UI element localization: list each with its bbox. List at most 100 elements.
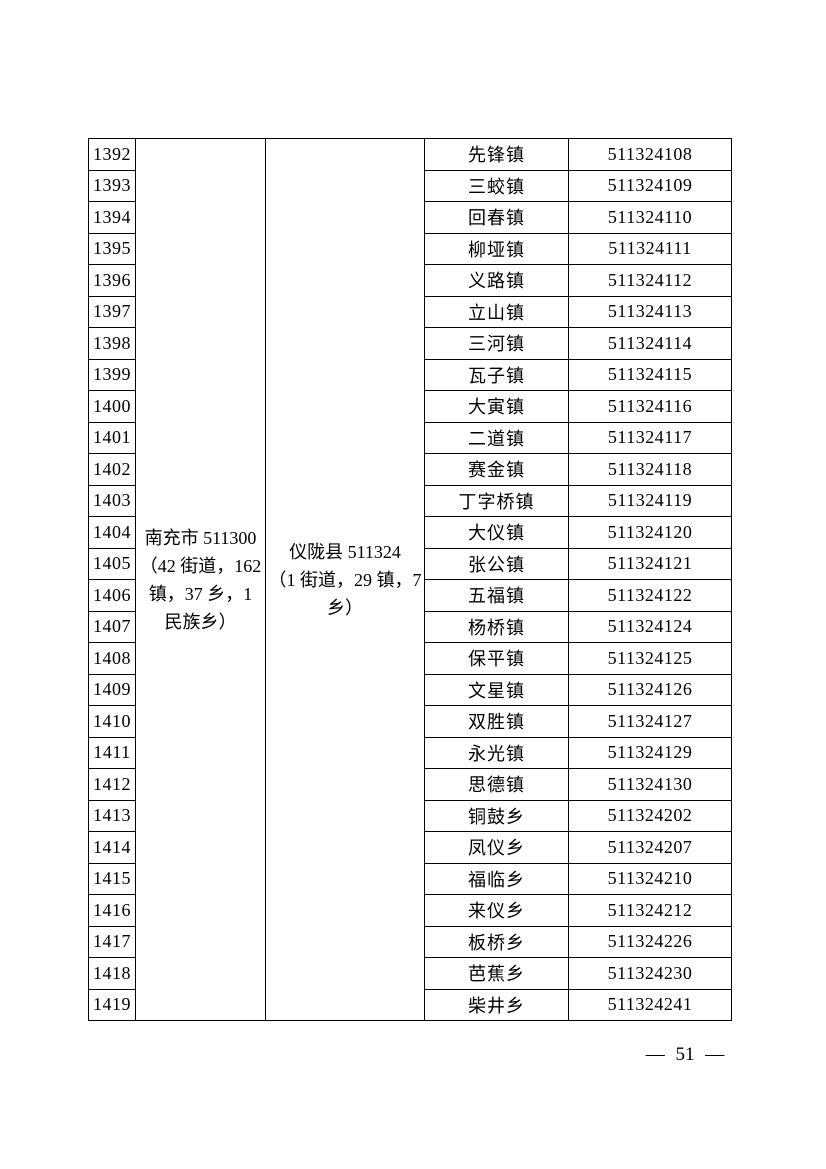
table-row: 1416 来仪乡 511324212	[88, 894, 732, 927]
row-index: 1410	[88, 705, 136, 738]
row-index: 1408	[88, 642, 136, 675]
town-name: 先锋镇	[424, 138, 569, 171]
division-code: 511324119	[568, 484, 732, 517]
table-row: 1397 立山镇 511324113	[88, 295, 732, 328]
division-code: 511324241	[568, 988, 732, 1021]
table-row: 1419 柴井乡 511324241	[88, 988, 732, 1021]
division-code: 511324112	[568, 264, 732, 297]
page-number: — 51 —	[645, 1044, 725, 1065]
town-name: 丁字桥镇	[424, 484, 569, 517]
town-name: 立山镇	[424, 295, 569, 328]
row-index: 1405	[88, 547, 136, 580]
row-index: 1395	[88, 232, 136, 265]
town-name: 铜鼓乡	[424, 799, 569, 832]
table-row: 1395 柳垭镇 511324111	[88, 232, 732, 265]
table-row: 1418 芭蕉乡 511324230	[88, 957, 732, 990]
table-row: 1408 保平镇 511324125	[88, 642, 732, 675]
division-code: 511324212	[568, 894, 732, 927]
town-name: 三河镇	[424, 327, 569, 360]
division-code: 511324118	[568, 453, 732, 486]
town-name: 三蛟镇	[424, 169, 569, 202]
row-index: 1411	[88, 736, 136, 769]
table-row: 1398 三河镇 511324114	[88, 327, 732, 360]
table-row: 1403 丁字桥镇 511324119	[88, 484, 732, 517]
town-name: 保平镇	[424, 642, 569, 675]
table-row: 1396 义路镇 511324112	[88, 264, 732, 297]
row-index: 1406	[88, 579, 136, 612]
town-name: 文星镇	[424, 673, 569, 706]
division-code: 511324122	[568, 579, 732, 612]
row-index: 1418	[88, 957, 136, 990]
table-row: 1409 文星镇 511324126	[88, 673, 732, 706]
town-name: 福临乡	[424, 862, 569, 895]
town-name: 张公镇	[424, 547, 569, 580]
row-index: 1394	[88, 201, 136, 234]
row-index: 1404	[88, 516, 136, 549]
row-index: 1403	[88, 484, 136, 517]
town-name: 杨桥镇	[424, 610, 569, 643]
division-code: 511324110	[568, 201, 732, 234]
division-code: 511324124	[568, 610, 732, 643]
division-code: 511324226	[568, 925, 732, 958]
division-code: 511324109	[568, 169, 732, 202]
division-code: 511324130	[568, 768, 732, 801]
county-merged-cell: 仪陇县 511324 （1 街道，29 镇，7 乡）	[265, 138, 425, 1021]
town-name: 五福镇	[424, 579, 569, 612]
table-row: 1394 回春镇 511324110	[88, 201, 732, 234]
row-index: 1393	[88, 169, 136, 202]
table-row: 1399 瓦子镇 511324115	[88, 358, 732, 391]
row-index: 1401	[88, 421, 136, 454]
division-code: 511324230	[568, 957, 732, 990]
town-name: 义路镇	[424, 264, 569, 297]
division-code: 511324207	[568, 831, 732, 864]
row-index: 1415	[88, 862, 136, 895]
table-row: 1393 三蛟镇 511324109	[88, 169, 732, 202]
division-code: 511324117	[568, 421, 732, 454]
division-code: 511324202	[568, 799, 732, 832]
division-code: 511324115	[568, 358, 732, 391]
town-name: 赛金镇	[424, 453, 569, 486]
town-name: 板桥乡	[424, 925, 569, 958]
division-code: 511324108	[568, 138, 732, 171]
town-name: 思德镇	[424, 768, 569, 801]
table-row: 1407 杨桥镇 511324124	[88, 610, 732, 643]
row-index: 1402	[88, 453, 136, 486]
city-merged-cell: 南充市 511300 （42 街道，162 镇，37 乡，1 民族乡）	[135, 138, 266, 1021]
row-index: 1407	[88, 610, 136, 643]
town-name: 大寅镇	[424, 390, 569, 423]
table-row: 1400 大寅镇 511324116	[88, 390, 732, 423]
row-index: 1414	[88, 831, 136, 864]
division-code: 511324127	[568, 705, 732, 738]
row-index: 1392	[88, 138, 136, 171]
division-code: 511324114	[568, 327, 732, 360]
division-code: 511324113	[568, 295, 732, 328]
row-index: 1396	[88, 264, 136, 297]
division-code: 511324125	[568, 642, 732, 675]
table-row: 1414 凤仪乡 511324207	[88, 831, 732, 864]
row-index: 1399	[88, 358, 136, 391]
division-code: 511324111	[568, 232, 732, 265]
row-index: 1419	[88, 988, 136, 1021]
row-index: 1398	[88, 327, 136, 360]
town-name: 凤仪乡	[424, 831, 569, 864]
row-index: 1417	[88, 925, 136, 958]
row-index: 1400	[88, 390, 136, 423]
table-row: 1402 赛金镇 511324118	[88, 453, 732, 486]
row-index: 1397	[88, 295, 136, 328]
division-code: 511324210	[568, 862, 732, 895]
table-row: 1401 二道镇 511324117	[88, 421, 732, 454]
town-name: 回春镇	[424, 201, 569, 234]
division-code: 511324120	[568, 516, 732, 549]
row-index: 1413	[88, 799, 136, 832]
row-index: 1412	[88, 768, 136, 801]
administrative-division-table: 1392 南充市 511300 （42 街道，162 镇，37 乡，1 民族乡）…	[88, 138, 732, 1021]
row-index: 1416	[88, 894, 136, 927]
division-code: 511324116	[568, 390, 732, 423]
town-name: 永光镇	[424, 736, 569, 769]
table-row: 1392 南充市 511300 （42 街道，162 镇，37 乡，1 民族乡）…	[88, 138, 732, 1021]
town-name: 二道镇	[424, 421, 569, 454]
town-name: 来仪乡	[424, 894, 569, 927]
division-code: 511324121	[568, 547, 732, 580]
town-name: 柳垭镇	[424, 232, 569, 265]
